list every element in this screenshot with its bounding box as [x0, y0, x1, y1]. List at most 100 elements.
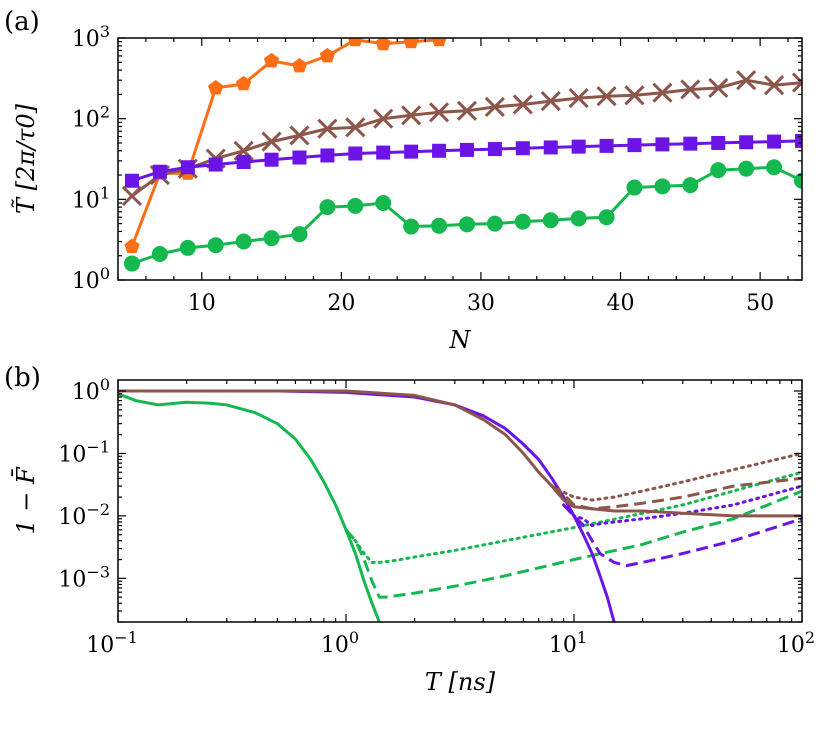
marker-circle [207, 237, 224, 254]
series-line [130, 38, 440, 248]
plot-area [121, 38, 802, 272]
marker-pentagon [375, 38, 391, 51]
marker-square [459, 142, 474, 157]
x-tick-label: 10−1 [86, 628, 138, 658]
marker-square [264, 152, 279, 167]
x-tick-label: 40 [607, 291, 635, 316]
marker-circle [123, 255, 140, 272]
marker-square [543, 140, 558, 155]
marker-circle [458, 216, 475, 233]
marker-pentagon [236, 75, 252, 91]
marker-circle [403, 218, 420, 235]
marker-square [292, 150, 307, 165]
y-tick-label: 102 [72, 103, 110, 133]
marker-x [373, 108, 394, 129]
marker-square [711, 135, 726, 150]
marker-pentagon [347, 38, 363, 47]
marker-square [236, 155, 251, 170]
marker-x [764, 75, 785, 96]
marker-pentagon [263, 52, 280, 68]
marker-circle [235, 233, 252, 250]
marker-circle [626, 179, 643, 196]
y-tick-label: 100 [72, 375, 110, 405]
x-tick-label: 101 [549, 628, 587, 658]
y-tick-label: 10−3 [58, 562, 110, 592]
marker-circle [766, 159, 783, 176]
marker-x [791, 72, 802, 93]
marker-square [655, 137, 670, 152]
marker-x [121, 185, 143, 207]
series-line [562, 484, 802, 528]
marker-circle [347, 197, 364, 214]
marker-square [739, 135, 754, 150]
series-line [131, 165, 802, 265]
axes-frame [117, 37, 803, 281]
marker-square [320, 148, 335, 163]
marker-x [568, 88, 589, 109]
marker-square [683, 136, 698, 151]
marker-pentagon [124, 238, 140, 253]
marker-x [680, 79, 701, 100]
series-line [118, 389, 802, 518]
x-tick-label: 20 [327, 291, 355, 316]
marker-circle [738, 160, 755, 177]
marker-x [512, 94, 533, 115]
marker-x [624, 85, 645, 106]
marker-x [540, 91, 561, 112]
marker-circle [319, 199, 336, 216]
marker-pentagon [319, 47, 335, 63]
marker-square [152, 164, 167, 179]
marker-square [515, 141, 530, 156]
marker-square [599, 138, 614, 153]
marker-circle [654, 178, 671, 195]
ticks [117, 37, 802, 281]
marker-circle [710, 162, 727, 179]
y-tick-label: 100 [72, 264, 110, 294]
panel-a: (a) 10 20 30 40 50 100 101 102 103 N T̃ [2π/τ0] [4, 7, 803, 354]
marker-circle [514, 213, 531, 230]
marker-square [404, 144, 419, 159]
marker-x [596, 86, 617, 107]
series-line [344, 489, 802, 599]
y-tick-label: 101 [72, 183, 110, 213]
x-tick-label: 100 [321, 628, 359, 658]
series-line [118, 392, 381, 622]
x-axis-label: N [449, 326, 472, 354]
marker-x [736, 70, 757, 91]
marker-square [180, 160, 195, 175]
marker-square [208, 157, 223, 172]
marker-circle [598, 209, 615, 226]
y-axis-label: 1 − F̄ [12, 466, 40, 535]
marker-pentagon [208, 80, 224, 95]
marker-pentagon [403, 38, 419, 49]
marker-square [571, 139, 586, 154]
marker-circle [375, 195, 392, 212]
marker-circle [179, 239, 196, 256]
marker-circle [570, 210, 587, 227]
y-axis-label: T̃ [2π/τ0] [12, 103, 40, 214]
marker-x [429, 102, 450, 123]
marker-square [124, 173, 139, 188]
marker-x [484, 96, 505, 117]
marker-circle [682, 177, 699, 194]
marker-circle [486, 215, 503, 232]
panel-label: (b) [4, 363, 41, 393]
marker-square [795, 133, 802, 148]
series-line [118, 389, 616, 622]
marker-circle [263, 230, 280, 247]
marker-square [627, 138, 642, 153]
series-line [550, 451, 802, 502]
x-axis-label: T [ns] [425, 668, 496, 696]
y-tick-label: 103 [72, 22, 110, 52]
series-line [551, 476, 802, 511]
marker-square [432, 143, 447, 158]
axes-frame [117, 379, 803, 623]
panel-label: (a) [4, 7, 40, 37]
series-line [344, 470, 802, 564]
plot-area [118, 389, 802, 622]
marker-square [487, 142, 502, 157]
marker-x [652, 82, 673, 103]
ticks [117, 380, 803, 623]
x-tick-label: 30 [467, 291, 495, 316]
